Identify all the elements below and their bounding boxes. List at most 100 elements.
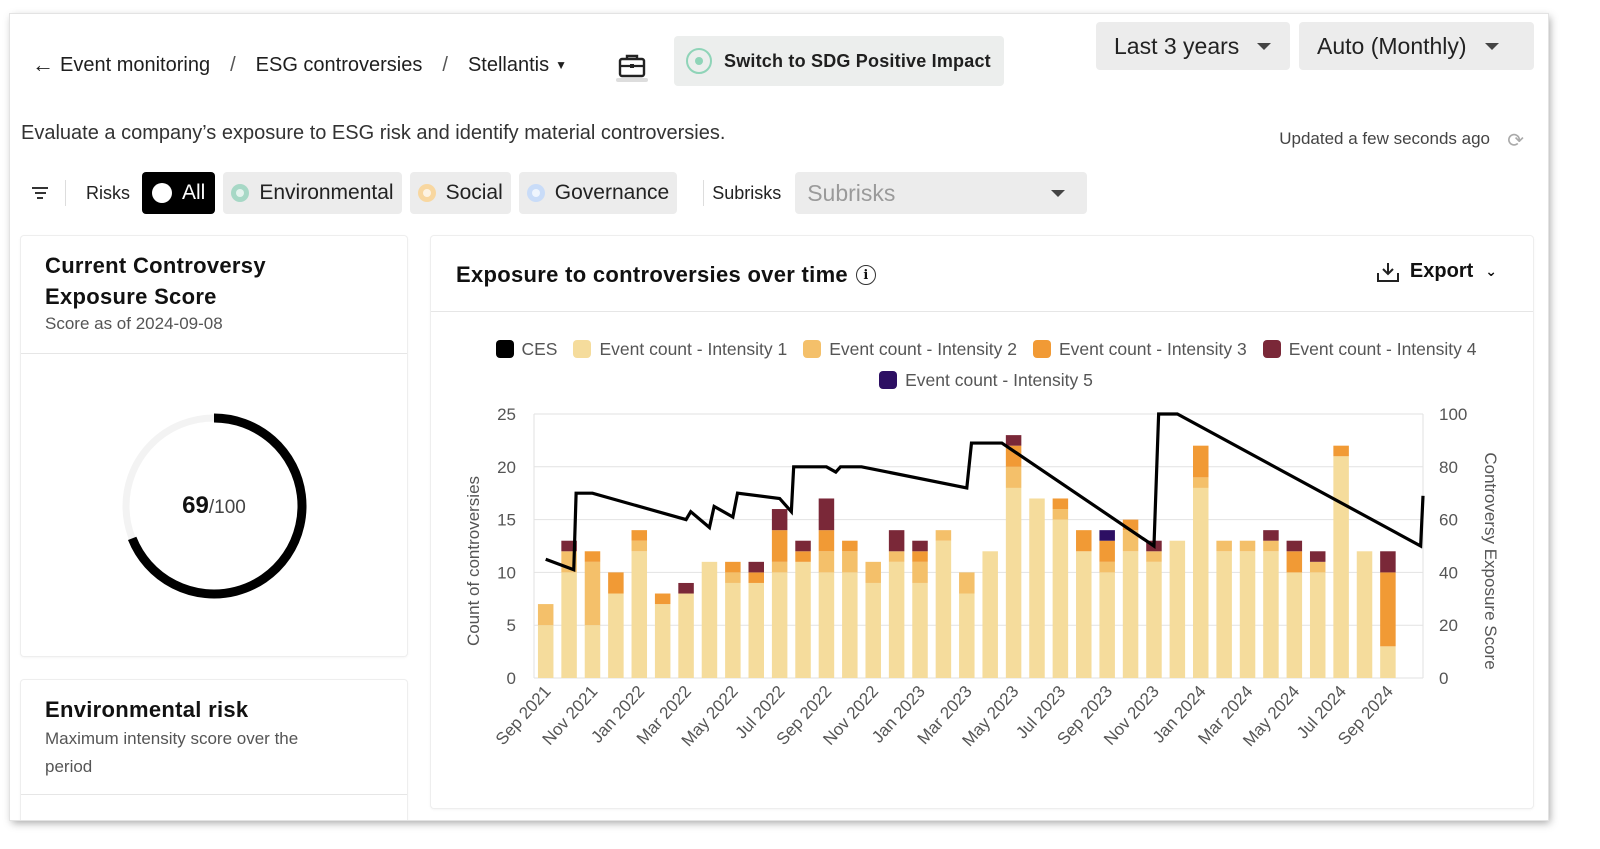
risk-chip-all[interactable]: All bbox=[142, 172, 216, 214]
bar-segment bbox=[1239, 551, 1256, 678]
x-tick-label: Nov 2022 bbox=[819, 682, 882, 749]
bar-segment bbox=[1216, 551, 1232, 678]
dropdown-arrow-icon bbox=[1484, 42, 1499, 50]
legend-item[interactable]: Event count - Intensity 1 bbox=[573, 338, 787, 360]
y-tick-label: 10 bbox=[497, 563, 516, 582]
chip-dot-icon bbox=[152, 183, 172, 203]
bar-segment bbox=[537, 625, 554, 678]
chip-label: All bbox=[182, 181, 206, 204]
bar-segment bbox=[584, 561, 601, 626]
x-tick-label: Sep 2022 bbox=[773, 682, 836, 749]
score-gauge: 69/100 bbox=[21, 354, 407, 654]
bar-segment bbox=[1309, 551, 1326, 562]
dropdown-arrow-icon bbox=[1257, 42, 1272, 50]
y2-tick-label: 40 bbox=[1439, 563, 1458, 582]
export-button[interactable]: Export ⌄ bbox=[1376, 260, 1497, 283]
bar-segment bbox=[1005, 487, 1022, 678]
subrisks-label: Subrisks bbox=[712, 182, 782, 203]
bar-segment bbox=[561, 551, 577, 573]
bar-segment bbox=[748, 572, 764, 583]
chip-dot-icon bbox=[231, 184, 250, 202]
bar-segment bbox=[748, 561, 764, 573]
bar-segment bbox=[1193, 445, 1209, 478]
bar-segment bbox=[725, 572, 741, 583]
bar-segment bbox=[1052, 509, 1069, 520]
bar-segment bbox=[935, 540, 952, 678]
info-icon[interactable]: i bbox=[855, 265, 876, 285]
bar-segment bbox=[1146, 561, 1162, 678]
bar-segment bbox=[1380, 572, 1396, 647]
x-tick-label: Sep 2024 bbox=[1334, 682, 1397, 749]
bar-segment bbox=[1309, 561, 1326, 573]
y-tick-label: 0 bbox=[507, 669, 516, 688]
breadcrumb-esg-controversies[interactable]: ESG controversies bbox=[255, 53, 423, 76]
briefcase-indicator bbox=[616, 78, 648, 82]
x-tick-label: Mar 2023 bbox=[914, 682, 976, 748]
updated-status: Updated a few seconds ago bbox=[1279, 129, 1490, 148]
legend-item[interactable]: Event count - Intensity 5 bbox=[879, 369, 1093, 391]
risk-chip-social[interactable]: Social bbox=[409, 172, 511, 214]
filter-row: Risks All Environmental Social Governanc… bbox=[21, 172, 1088, 214]
chart-title: Exposure to controversies over time i bbox=[456, 262, 876, 288]
score-date: Score as of 2024-09-08 bbox=[45, 314, 223, 333]
legend-swatch bbox=[879, 371, 898, 389]
bar-segment bbox=[795, 561, 811, 678]
bar-segment bbox=[631, 540, 648, 552]
back-arrow-icon[interactable]: ← bbox=[32, 52, 54, 77]
x-tick-label: May 2022 bbox=[678, 682, 742, 750]
chart-legend: CES Event count - Intensity 1 Event coun… bbox=[461, 338, 1511, 391]
gauge-ring bbox=[122, 413, 307, 599]
bar-segment bbox=[678, 593, 694, 678]
risk-chip-governance[interactable]: Governance bbox=[518, 172, 678, 214]
bar-segment bbox=[1052, 498, 1069, 510]
y2-tick-label: 20 bbox=[1439, 616, 1458, 635]
bar-segment bbox=[912, 551, 928, 562]
legend-item[interactable]: Event count - Intensity 4 bbox=[1262, 338, 1476, 360]
x-tick-label: Mar 2022 bbox=[633, 682, 695, 748]
switch-sdg-label: Switch to SDG Positive Impact bbox=[724, 50, 991, 71]
bar-segment bbox=[1333, 445, 1349, 457]
risk-chip-environmental[interactable]: Environmental bbox=[223, 172, 402, 214]
y-axis-title: Count of controversies bbox=[464, 476, 483, 646]
y-tick-label: 25 bbox=[497, 405, 516, 424]
switch-sdg-button[interactable]: Switch to SDG Positive Impact bbox=[674, 36, 1004, 86]
env-card-header: Environmental risk Maximum intensity sco… bbox=[21, 680, 407, 795]
bar-segment bbox=[654, 604, 671, 678]
subrisks-dropdown[interactable]: Subrisks bbox=[795, 172, 1088, 214]
breadcrumb-event-monitoring[interactable]: Event monitoring bbox=[60, 53, 211, 76]
company-selector[interactable]: Stellantis bbox=[467, 53, 550, 76]
interval-dropdown-value: Auto (Monthly) bbox=[1317, 32, 1467, 59]
bar-segment bbox=[1122, 530, 1139, 552]
score-title-line: Current Controversy bbox=[45, 253, 266, 278]
bar-segment bbox=[982, 551, 998, 678]
bar-segment bbox=[1309, 572, 1326, 678]
bar-segment bbox=[888, 551, 905, 562]
caret-down-icon[interactable]: ▼ bbox=[555, 58, 567, 72]
legend-item[interactable]: Event count - Intensity 3 bbox=[1032, 338, 1247, 360]
bar-segment bbox=[771, 561, 788, 573]
refresh-icon[interactable]: ⟳ bbox=[1507, 130, 1524, 152]
bar-segment bbox=[959, 593, 975, 678]
period-dropdown[interactable]: Last 3 years bbox=[1096, 22, 1290, 70]
interval-dropdown[interactable]: Auto (Monthly) bbox=[1299, 22, 1534, 70]
chart-card-header: Exposure to controversies over time i Ex… bbox=[431, 236, 1533, 312]
env-card-subtitle: Maximum intensity score over the period bbox=[45, 725, 383, 781]
chip-label: Governance bbox=[554, 181, 670, 204]
env-card-title: Environmental risk bbox=[45, 697, 249, 722]
filter-icon[interactable] bbox=[31, 184, 49, 202]
bar-segment bbox=[1005, 466, 1022, 488]
x-tick-label: May 2023 bbox=[958, 682, 1022, 750]
bar-segment bbox=[725, 561, 741, 573]
env-subtitle-line: period bbox=[45, 757, 93, 776]
breadcrumb-separator: / bbox=[442, 53, 448, 76]
bar-segment bbox=[818, 572, 835, 678]
bar-segment bbox=[1216, 540, 1232, 552]
legend-item-ces[interactable]: CES bbox=[495, 338, 557, 360]
y2-tick-label: 60 bbox=[1439, 511, 1458, 530]
bar-segment bbox=[1005, 435, 1022, 446]
score-max: /100 bbox=[208, 497, 246, 518]
legend-item[interactable]: Event count - Intensity 2 bbox=[803, 338, 1017, 360]
briefcase-icon[interactable] bbox=[616, 48, 648, 84]
bar-segment bbox=[1005, 445, 1022, 467]
bar-segment bbox=[888, 561, 905, 678]
